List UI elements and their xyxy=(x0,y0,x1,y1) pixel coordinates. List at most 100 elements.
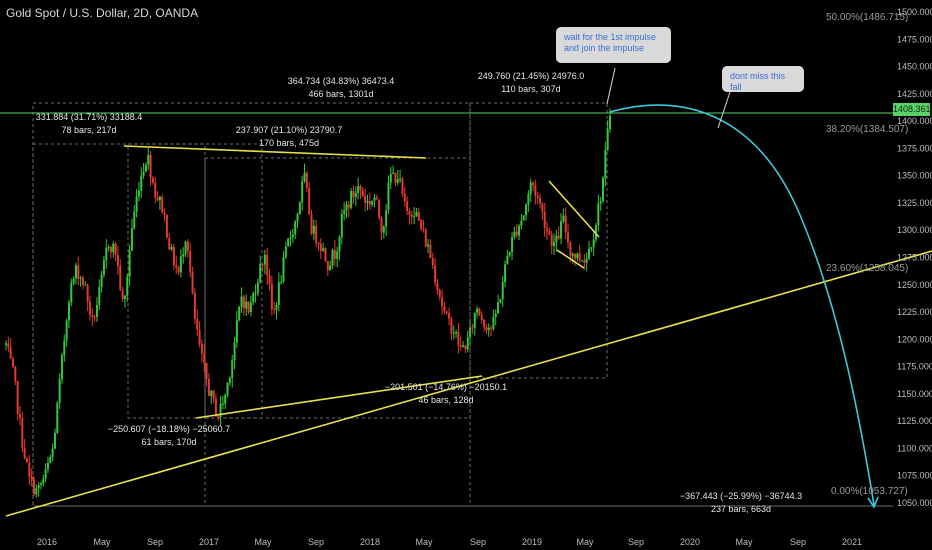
candle-body xyxy=(427,244,430,247)
candle-body xyxy=(529,182,532,195)
candle-body xyxy=(133,211,136,229)
candle-body xyxy=(149,154,152,178)
candle-body xyxy=(522,215,525,221)
candle-body xyxy=(210,390,213,396)
candle-body xyxy=(567,232,570,243)
candle-body xyxy=(490,327,493,329)
candle-body xyxy=(35,488,38,495)
candle-body xyxy=(280,281,283,283)
candle-body xyxy=(128,250,131,277)
x-tick-label: 2016 xyxy=(37,537,57,547)
candle-body xyxy=(100,274,103,287)
candle-body xyxy=(170,246,173,250)
candle-body xyxy=(289,237,292,239)
candle-body xyxy=(30,476,33,480)
candle-body xyxy=(298,202,301,215)
candle-body xyxy=(165,214,168,238)
candle-body xyxy=(226,382,229,395)
candle-body xyxy=(142,171,145,176)
candle-body xyxy=(322,248,325,251)
candle-body xyxy=(553,242,556,246)
candle-body xyxy=(140,175,143,191)
candle-body xyxy=(588,248,591,259)
candle-body xyxy=(105,248,108,261)
time-axis[interactable]: 2016 May Sep 2017 May Sep 2018 May Sep 2019 May Sep… xyxy=(37,537,862,547)
candle-body xyxy=(501,282,504,300)
candle-body xyxy=(91,315,94,317)
candle-body xyxy=(508,251,511,256)
y-tick-label: 1075.000 xyxy=(897,471,932,481)
candle-body xyxy=(65,320,68,341)
candle-body xyxy=(259,264,262,283)
candle-body xyxy=(480,315,483,320)
candle-body xyxy=(406,201,409,212)
measurement-duration: 46 bars, 128d xyxy=(418,395,473,405)
candle-body xyxy=(39,483,42,486)
candle-body xyxy=(53,432,56,449)
candle-body xyxy=(492,316,495,329)
mid-support-line xyxy=(195,375,483,419)
candle-body xyxy=(25,458,28,463)
candle-body xyxy=(331,249,334,266)
annotation-fall-text: dont miss this fall xyxy=(730,71,786,92)
candle-body xyxy=(21,418,24,448)
y-tick-label: 1150.000 xyxy=(897,389,932,399)
candle-body xyxy=(184,241,187,255)
candle-body xyxy=(380,217,383,233)
candle-body xyxy=(196,318,199,330)
candle-body xyxy=(450,318,453,334)
measurement-delta: 249.760 (21.45%) 24976.0 xyxy=(478,71,585,81)
measurement-delta: −250.607 (−18.18%) −25060.7 xyxy=(108,424,230,434)
y-tick-label: 1125.000 xyxy=(897,416,932,426)
measurement-duration: 237 bars, 663d xyxy=(711,504,771,514)
candle-body xyxy=(275,304,278,310)
trend-lines xyxy=(5,67,932,517)
x-tick-label: Sep xyxy=(147,537,163,547)
candle-body xyxy=(487,327,490,331)
callout-pointer-2 xyxy=(717,91,731,129)
candle-body xyxy=(284,246,287,258)
candle-body xyxy=(541,203,544,212)
candle-body xyxy=(506,255,509,265)
candle-body xyxy=(56,403,59,433)
candle-body xyxy=(270,283,273,310)
annotation-fall: dont miss this fall xyxy=(722,66,804,92)
price-axis[interactable]: 1500.000 1475.000 1450.000 1425.000 1400.000… xyxy=(897,7,932,508)
candle-body xyxy=(296,214,299,222)
candle-body xyxy=(417,211,420,221)
candle-body xyxy=(387,182,390,211)
annotation-impulse-text: wait for the 1st impulse and join the imp… xyxy=(564,32,657,53)
candle-body xyxy=(86,284,89,302)
candle-body xyxy=(95,305,98,317)
candle-body xyxy=(310,214,313,234)
candle-body xyxy=(357,186,360,193)
candle-body xyxy=(256,282,259,293)
candle-body xyxy=(107,246,110,249)
candle-body xyxy=(121,289,124,300)
candle-body xyxy=(277,282,280,305)
candle-body xyxy=(606,129,609,150)
candle-body xyxy=(261,264,264,266)
x-tick-label: 2017 xyxy=(199,537,219,547)
candle-body xyxy=(9,347,12,359)
measurement-duration: 466 bars, 1301d xyxy=(308,89,373,99)
measurement-delta: 331.884 (31.71%) 33188.4 xyxy=(36,112,143,122)
x-tick-label: Sep xyxy=(790,537,806,547)
candle-body xyxy=(123,295,126,300)
candle-body xyxy=(352,190,355,197)
candle-body xyxy=(37,485,40,489)
candle-body xyxy=(207,378,210,396)
candle-body xyxy=(497,302,500,314)
candle-body xyxy=(114,243,117,256)
candle-body xyxy=(44,469,47,479)
candle-body xyxy=(438,290,441,298)
candle-body xyxy=(583,260,586,263)
candle-body xyxy=(343,210,346,214)
candle-body xyxy=(392,172,395,174)
candle-body xyxy=(527,194,530,205)
candle-body xyxy=(317,242,320,245)
annotation-impulse: wait for the 1st impulse and join the imp… xyxy=(556,27,671,63)
candle-body xyxy=(177,267,180,273)
candle-body xyxy=(112,243,115,253)
